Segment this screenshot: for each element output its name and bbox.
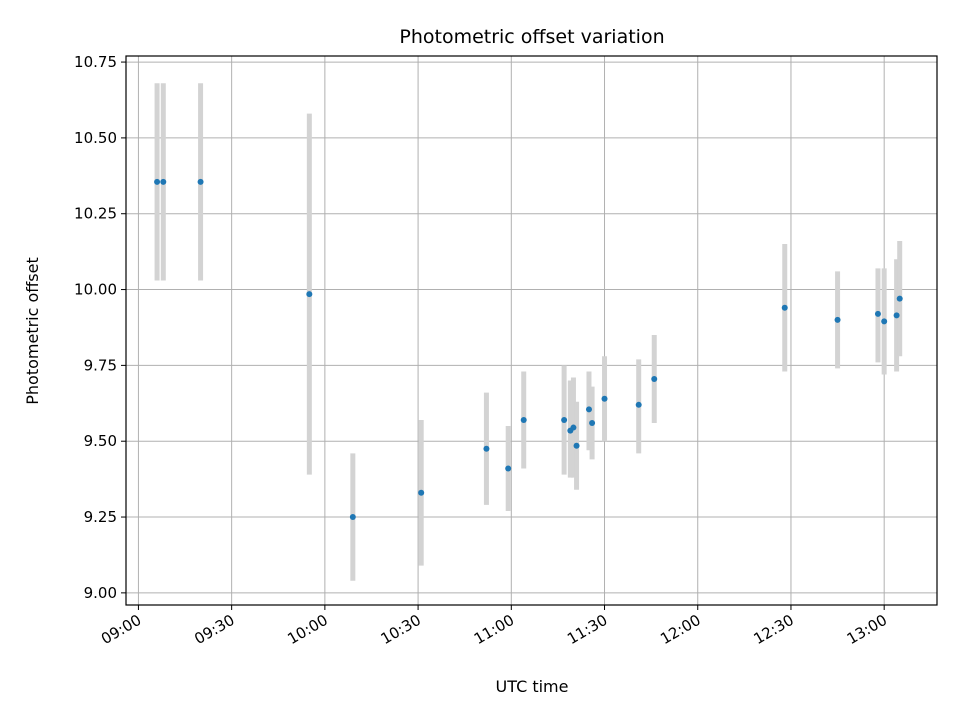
data-point <box>349 514 356 521</box>
grid <box>126 56 937 605</box>
y-tick-label: 10.75 <box>74 53 117 71</box>
data-point <box>834 316 841 323</box>
data-point <box>306 291 313 298</box>
y-tick-label: 10.00 <box>74 281 117 299</box>
data-point <box>896 295 903 302</box>
y-axis-ticks: 9.00 9.25 9.50 9.75 10.00 10.25 10.50 10.75 <box>74 53 126 602</box>
data-point <box>160 178 167 185</box>
data-point <box>874 310 881 317</box>
chart-title: Photometric offset variation <box>399 26 664 48</box>
data-point <box>635 401 642 408</box>
y-axis-label: Photometric offset <box>23 257 42 405</box>
data-point <box>561 416 568 423</box>
data-points <box>154 178 903 521</box>
data-point <box>154 178 161 185</box>
data-point <box>601 395 608 402</box>
data-point <box>573 442 580 449</box>
data-point <box>781 304 788 311</box>
y-tick-label: 9.00 <box>84 584 117 602</box>
x-axis-label: UTC time <box>496 677 569 696</box>
data-point <box>570 424 577 431</box>
data-point <box>520 416 527 423</box>
y-tick-label: 10.25 <box>74 205 117 223</box>
y-tick-label: 9.75 <box>84 356 117 374</box>
data-point <box>893 312 900 319</box>
data-point <box>651 376 658 383</box>
data-point <box>483 445 490 452</box>
data-point <box>585 406 592 413</box>
y-tick-label: 9.25 <box>84 508 117 526</box>
data-point <box>589 420 596 427</box>
data-point <box>505 465 512 472</box>
data-point <box>197 178 204 185</box>
data-point <box>881 318 888 325</box>
y-tick-label: 10.50 <box>74 129 117 147</box>
plot-frame <box>125 55 938 606</box>
data-point <box>418 489 425 496</box>
y-tick-label: 9.50 <box>84 432 117 450</box>
